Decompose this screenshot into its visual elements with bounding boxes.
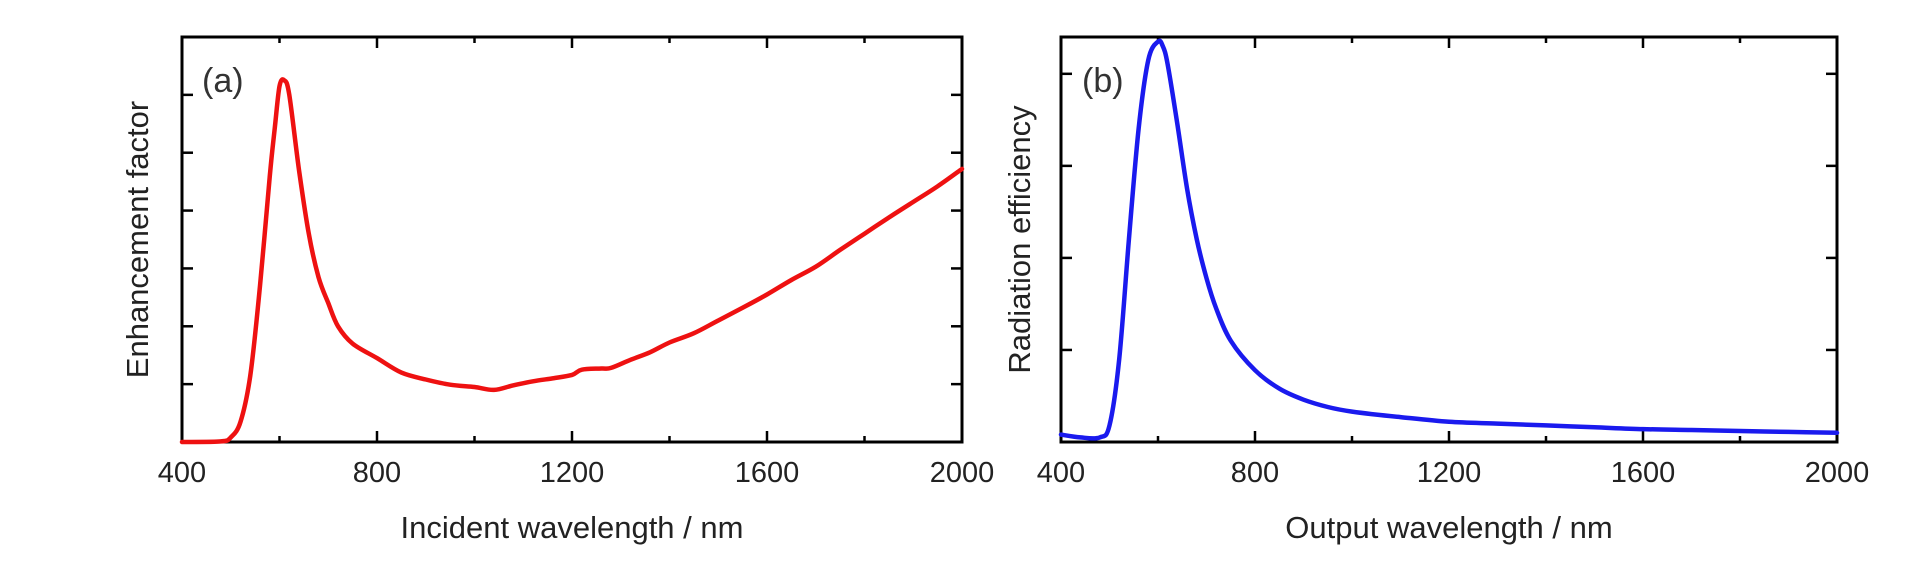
panel-b-plot-frame bbox=[1059, 35, 1839, 444]
panel-b-ticks bbox=[1059, 37, 1839, 444]
x-tick-label: 800 bbox=[1231, 457, 1279, 489]
x-tick-label: 1600 bbox=[1611, 457, 1676, 489]
panel-a-y-axis-label: Enhancement factor bbox=[120, 101, 155, 378]
panel-a-enhancement-chart: 400 800 1200 1600 2000 (a) Incident waveleng… bbox=[120, 35, 994, 545]
panel-b-x-tick-labels: 400 800 1200 1600 2000 bbox=[1037, 457, 1869, 489]
x-tick-label: 1200 bbox=[1417, 457, 1482, 489]
x-tick-label: 1600 bbox=[735, 457, 800, 489]
panel-b-label: (b) bbox=[1082, 62, 1124, 100]
x-tick-label: 2000 bbox=[1805, 457, 1870, 489]
panel-b-series-line bbox=[1058, 38, 1840, 441]
panel-b-radiation-chart: 400 800 1200 1600 2000 (b) Output wavelength… bbox=[1002, 35, 1869, 545]
panel-b-y-axis-label: Radiation efficiency bbox=[1002, 105, 1037, 374]
panel-a-plot-frame bbox=[180, 35, 964, 444]
panel-a-ticks bbox=[180, 35, 964, 444]
panel-a-series-line bbox=[179, 77, 965, 445]
x-tick-label: 800 bbox=[353, 457, 401, 489]
panel-a-x-tick-labels: 400 800 1200 1600 2000 bbox=[158, 457, 994, 489]
x-tick-label: 400 bbox=[158, 457, 206, 489]
x-tick-label: 400 bbox=[1037, 457, 1085, 489]
x-tick-label: 1200 bbox=[540, 457, 605, 489]
panel-b-x-axis-label: Output wavelength / nm bbox=[1285, 510, 1612, 545]
x-tick-label: 2000 bbox=[930, 457, 995, 489]
panel-a-label: (a) bbox=[202, 62, 244, 100]
panel-a-x-axis-label: Incident wavelength / nm bbox=[401, 510, 744, 545]
